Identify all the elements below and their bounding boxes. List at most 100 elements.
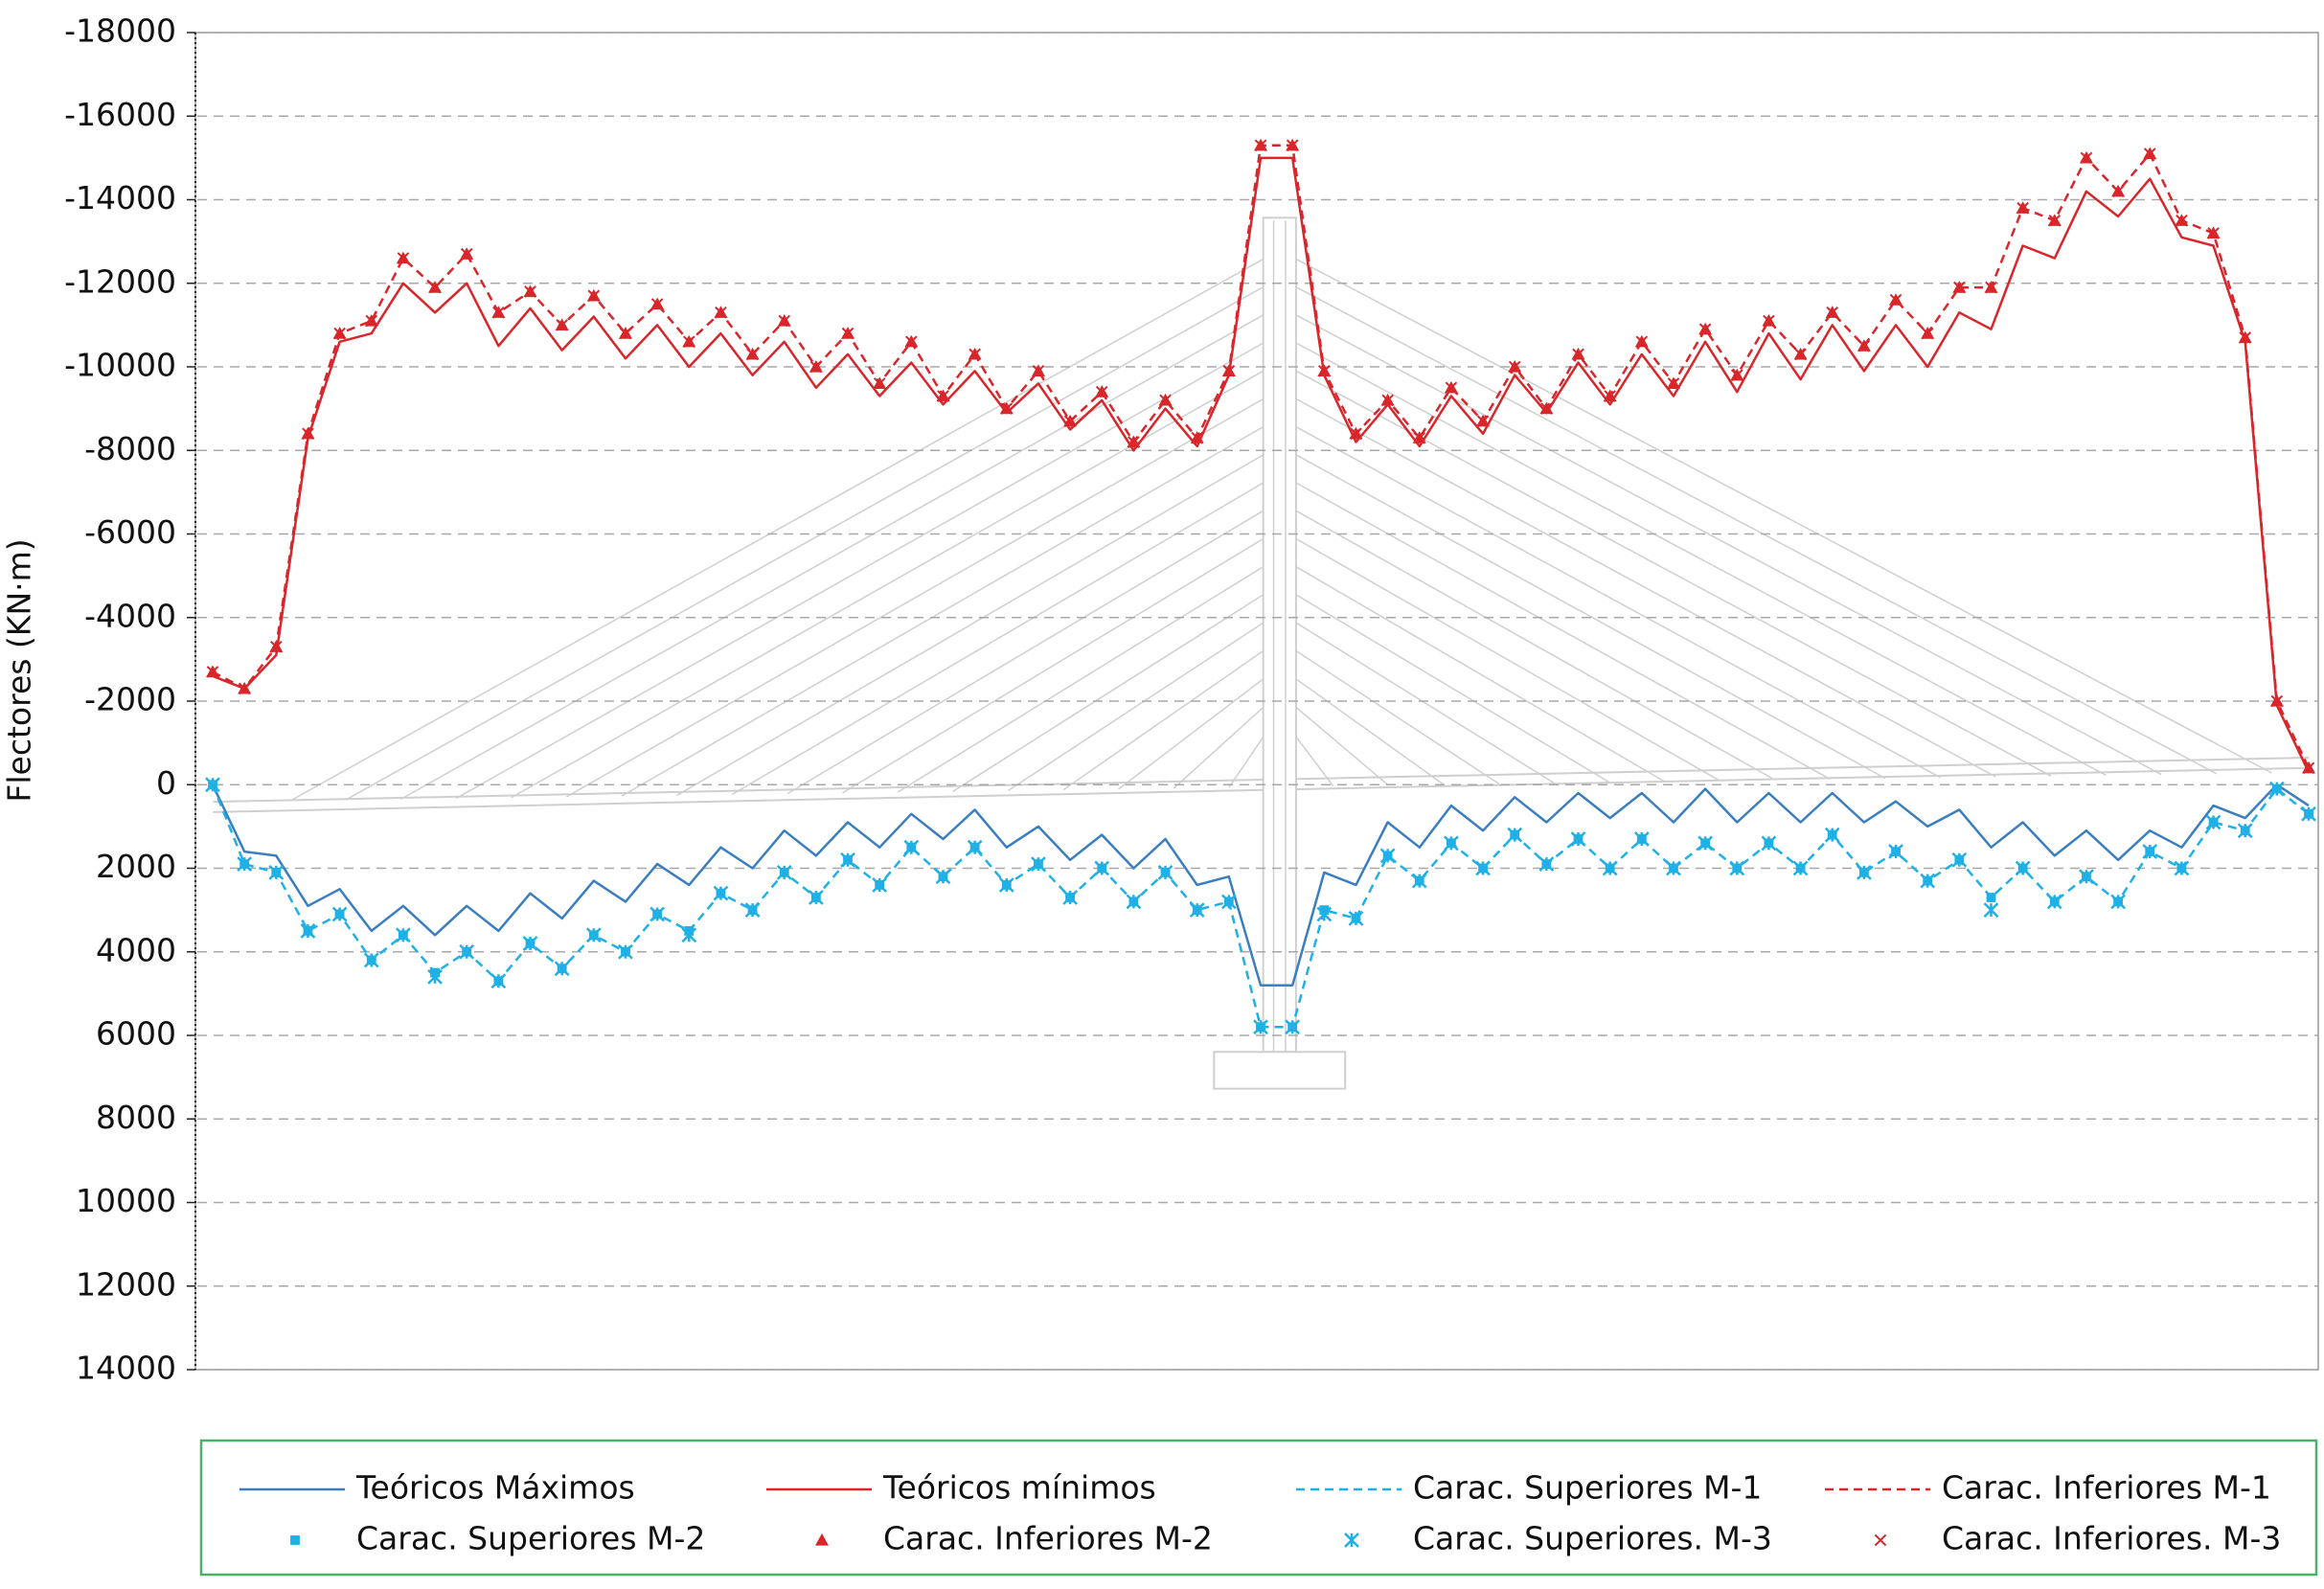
y-tick-label: 12000 — [76, 1265, 176, 1303]
marker-x — [937, 390, 949, 402]
marker-x — [1350, 427, 1362, 441]
marker-asterisk — [1126, 894, 1142, 910]
marker-asterisk — [1253, 1019, 1268, 1035]
marker-x — [746, 348, 759, 361]
marker-asterisk — [1666, 860, 1681, 876]
marker-x — [2270, 694, 2284, 708]
legend-label: Teóricos mínimos — [882, 1469, 1156, 1507]
marker-asterisk — [1856, 864, 1872, 880]
marker-x — [1254, 139, 1267, 152]
marker-x — [524, 285, 536, 298]
marker-asterisk — [522, 936, 538, 951]
marker-asterisk — [713, 885, 729, 901]
marker-x — [778, 314, 791, 328]
marker-x — [1985, 281, 1997, 294]
marker-x — [2143, 148, 2156, 160]
marker-asterisk — [1570, 831, 1586, 847]
y-tick-label: -10000 — [64, 347, 176, 384]
marker-asterisk — [427, 969, 443, 985]
marker-asterisk — [268, 864, 285, 880]
marker-asterisk — [1444, 835, 1459, 851]
bridge-line — [731, 480, 1267, 796]
marker-x — [1000, 402, 1014, 415]
bridge-line — [621, 424, 1267, 797]
marker-x — [1698, 323, 1712, 336]
y-tick-label: -6000 — [84, 513, 176, 551]
bridge-line — [213, 766, 2310, 813]
bridge-line — [897, 564, 1267, 793]
bridge-line — [1007, 620, 1267, 792]
marker-x — [365, 314, 378, 328]
marker-asterisk — [2174, 860, 2190, 876]
marker-asterisk — [1285, 1019, 1301, 1035]
marker-asterisk — [1411, 873, 1427, 889]
marker-asterisk — [554, 961, 570, 977]
marker-asterisk — [1189, 902, 1205, 919]
marker-asterisk — [459, 943, 475, 960]
marker-asterisk — [776, 864, 792, 880]
marker-asterisk — [681, 927, 697, 943]
y-tick-label: 14000 — [76, 1350, 176, 1387]
marker-asterisk — [1920, 873, 1936, 889]
marker-asterisk — [585, 927, 602, 943]
bridge-line — [1292, 452, 1886, 780]
bridge-line — [1292, 535, 1720, 782]
marker-x — [682, 335, 695, 349]
series-line — [211, 783, 2310, 987]
y-tick-label: 2000 — [96, 848, 176, 885]
marker-asterisk — [2268, 781, 2285, 797]
marker-x — [1128, 436, 1140, 448]
marker-asterisk — [1157, 864, 1173, 880]
marker-x — [269, 640, 283, 653]
pylon — [1262, 216, 1297, 1054]
bridge-line — [1228, 732, 1267, 788]
marker-x — [1063, 415, 1077, 428]
marker-x — [1667, 377, 1680, 390]
marker-asterisk — [872, 877, 888, 893]
marker-x — [428, 281, 442, 294]
foundation — [1213, 1051, 1347, 1090]
marker-x — [968, 348, 981, 361]
bridge-line — [1292, 480, 1831, 781]
marker-x — [556, 319, 568, 331]
bridge-line — [565, 397, 1267, 798]
marker-asterisk — [1538, 856, 1555, 873]
marker-x — [841, 327, 854, 340]
marker-x — [1604, 390, 1616, 402]
bridge-line — [1292, 312, 2162, 776]
legend-label: Carac. Inferiores M-2 — [883, 1520, 1213, 1557]
y-tick-label: -14000 — [64, 179, 176, 216]
legend-label: Teóricos Máximos — [355, 1469, 635, 1507]
marker-asterisk — [935, 869, 951, 885]
marker-x — [1921, 327, 1934, 340]
marker-asterisk — [2142, 844, 2158, 859]
marker-x — [1032, 365, 1045, 377]
y-tick-label: -16000 — [64, 96, 176, 133]
bridge-drawing — [213, 216, 2310, 1090]
marker-asterisk — [1220, 894, 1237, 910]
bridge-line — [842, 535, 1267, 794]
marker-x — [2207, 227, 2220, 239]
marker-x — [1159, 394, 1172, 407]
marker-asterisk — [1633, 831, 1650, 847]
y-tick-label: -8000 — [84, 430, 176, 467]
marker-x — [1794, 348, 1807, 361]
y-tick-label: 6000 — [96, 1015, 176, 1053]
bridge-line — [1118, 675, 1267, 790]
marker-x — [2302, 761, 2315, 775]
marker-asterisk — [1888, 844, 1903, 859]
marker-asterisk — [808, 890, 824, 905]
marker-x — [650, 298, 664, 310]
y-tick-label: -4000 — [84, 597, 176, 634]
marker-x — [302, 427, 314, 441]
legend-label: Carac. Superiores M-1 — [1413, 1469, 1762, 1507]
marker-x — [1445, 381, 1458, 395]
bridge-line — [1292, 397, 1996, 778]
marker-asterisk — [1031, 856, 1046, 873]
y-tick-label: -18000 — [64, 12, 176, 50]
marker-asterisk — [840, 851, 855, 868]
bridge-line — [676, 452, 1267, 796]
legend-label: Carac. Superiores. M-3 — [1413, 1520, 1772, 1557]
marker-x — [2048, 215, 2062, 227]
